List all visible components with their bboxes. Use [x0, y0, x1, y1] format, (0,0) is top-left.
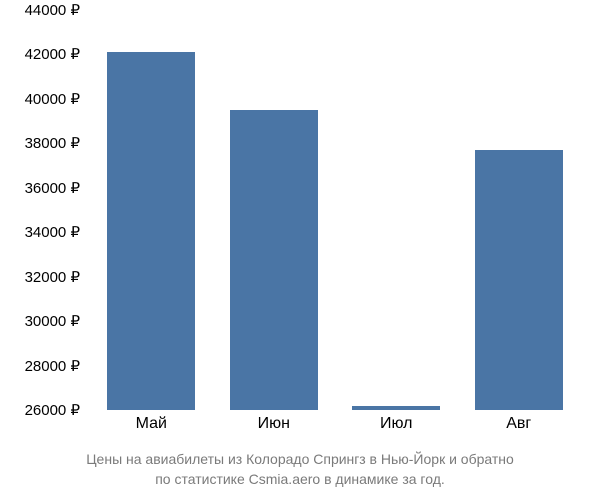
y-tick-label: 30000 ₽ [25, 312, 80, 330]
y-tick-label: 42000 ₽ [25, 45, 80, 63]
y-tick-label: 40000 ₽ [25, 90, 80, 108]
bar [107, 52, 195, 410]
caption-line1: Цены на авиабилеты из Колорадо Спрингз в… [86, 451, 514, 467]
x-tick-label: Май [136, 415, 167, 433]
y-tick-label: 44000 ₽ [25, 1, 80, 19]
y-axis: 26000 ₽28000 ₽30000 ₽32000 ₽34000 ₽36000… [0, 10, 85, 410]
y-tick-label: 38000 ₽ [25, 134, 80, 152]
x-tick-label: Июн [258, 415, 290, 433]
bar [230, 110, 318, 410]
y-tick-label: 36000 ₽ [25, 179, 80, 197]
y-tick-label: 28000 ₽ [25, 357, 80, 375]
y-tick-label: 34000 ₽ [25, 223, 80, 241]
bar [475, 150, 563, 410]
caption-line2: по статистике Csmia.aero в динамике за г… [155, 471, 445, 487]
y-tick-label: 26000 ₽ [25, 401, 80, 419]
chart-area [90, 10, 580, 410]
chart-caption: Цены на авиабилеты из Колорадо Спрингз в… [0, 450, 600, 489]
y-tick-label: 32000 ₽ [25, 268, 80, 286]
bars-area [90, 10, 580, 410]
bar [352, 406, 440, 410]
x-tick-label: Июл [380, 415, 412, 433]
x-tick-label: Авг [506, 415, 531, 433]
x-axis: Май Июн Июл Авг [90, 415, 580, 440]
